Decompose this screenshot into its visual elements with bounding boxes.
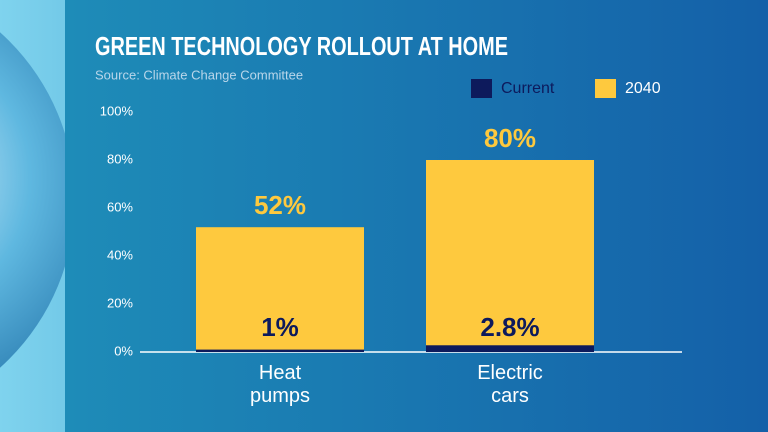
y-tick-label: 80%: [107, 151, 133, 166]
bar: [426, 160, 594, 352]
value-label: 80%: [484, 123, 536, 153]
bar: [196, 227, 364, 352]
y-tick-label: 60%: [107, 199, 133, 214]
y-tick-label: 20%: [107, 295, 133, 310]
legend-swatch: [471, 79, 492, 98]
y-tick-label: 100%: [100, 103, 134, 118]
panel: [65, 0, 768, 432]
chart-subtitle: Source: Climate Change Committee: [95, 67, 303, 82]
x-tick-label: Heat pumps: [249, 362, 311, 407]
legend-swatch: [595, 79, 616, 98]
legend-label: Current: [501, 80, 555, 97]
value-label: 52%: [254, 190, 306, 220]
bar: [196, 349, 364, 352]
bar: [426, 345, 594, 352]
legend-label: 2040: [625, 80, 661, 97]
y-tick-label: 0%: [114, 343, 133, 358]
globe: [0, 32, 75, 368]
value-label: 1%: [261, 312, 299, 342]
value-label: 2.8%: [480, 312, 539, 342]
y-tick-label: 40%: [107, 247, 133, 262]
chart-title: GREEN TECHNOLOGY ROLLOUT AT HOME: [95, 31, 508, 61]
x-tick-label: Electric cars: [477, 362, 543, 407]
